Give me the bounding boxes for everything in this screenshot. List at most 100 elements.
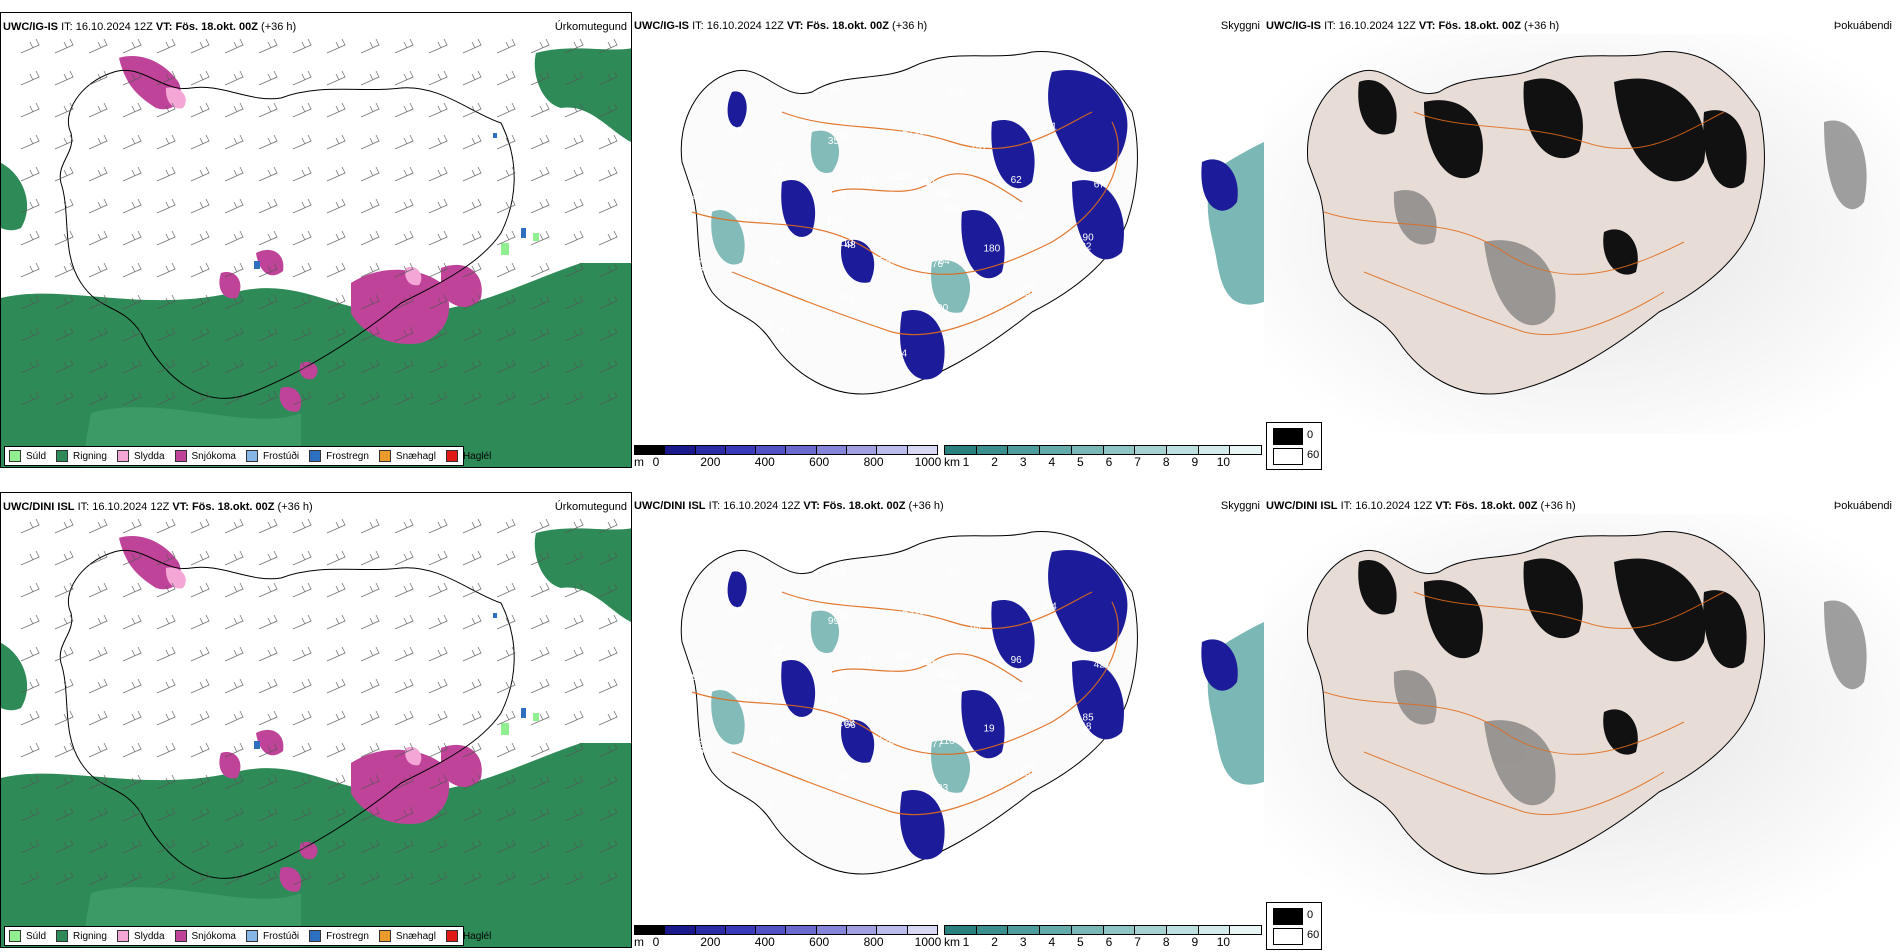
legend-label: Snæhagl <box>395 450 436 462</box>
cloud-base-value: 82 <box>1080 242 1092 253</box>
wind-barb <box>496 518 516 534</box>
cloud-header: UWC/IG-IS IT: 16.10.2024 12Z VT: Fös. 18… <box>634 20 927 33</box>
wind-barb <box>428 358 448 374</box>
wind-barb <box>156 390 176 406</box>
wind-barb <box>190 646 210 662</box>
wind-barb <box>258 38 278 54</box>
wind-barb <box>190 518 210 534</box>
wind-barb <box>326 838 346 854</box>
lead-time: (+36 h) <box>1540 500 1576 512</box>
wind-barb <box>190 614 210 630</box>
cloud-base-value: 84 <box>939 256 951 267</box>
forecast-row-1: UWC/IG-IS IT: 16.10.2024 12Z VT: Fös. 18… <box>0 12 1900 472</box>
colorbar-tick-label: 5 <box>1077 935 1084 948</box>
wind-barb <box>564 390 584 406</box>
wind-barb <box>598 550 618 566</box>
wind-barb <box>292 166 312 182</box>
wind-barb <box>122 678 142 694</box>
wind-barb <box>394 262 414 278</box>
wind-barb <box>258 166 278 182</box>
cloud-base-value: 82 <box>948 566 960 577</box>
wind-barb <box>598 230 618 246</box>
cloud-base-value: 107 <box>1171 191 1188 202</box>
wind-barb <box>88 198 108 214</box>
precip-header: UWC/DINI ISL IT: 16.10.2024 12Z VT: Fös.… <box>3 501 313 514</box>
wind-barb <box>20 390 40 406</box>
cloud-base-value: 48 <box>940 190 952 201</box>
wind-barb <box>190 198 210 214</box>
wind-barb <box>54 614 74 630</box>
wind-barb <box>292 198 312 214</box>
wind-barb <box>20 614 40 630</box>
wind-barb <box>292 710 312 726</box>
cloud-base-value: 94 <box>970 623 982 634</box>
wind-barb <box>496 582 516 598</box>
legend-swatch <box>116 450 129 462</box>
cloud-map: 176 108 138 158 67 112 128 56 48 52 58 77 59 421 77 105… <box>680 531 1264 875</box>
wind-barb <box>598 582 618 598</box>
wind-barb <box>292 390 312 406</box>
wind-barb <box>598 710 618 726</box>
wind-barb <box>54 134 74 150</box>
cloud-base-value: 91 <box>1030 813 1042 824</box>
legend-label: Súld <box>26 930 47 942</box>
precip-legend: Súld Rigning Slydda Snjókoma Frostúði Frostre… <box>4 926 491 946</box>
wind-barb <box>530 742 550 758</box>
wind-barb <box>394 198 414 214</box>
cloud-base-value: 98 <box>747 688 759 699</box>
wind-barb <box>292 870 312 886</box>
wind-barb <box>258 390 278 406</box>
wind-barb <box>190 870 210 886</box>
wind-barb <box>20 710 40 726</box>
wind-barb <box>326 870 346 886</box>
cloud-base-value: 85 <box>1083 713 1095 724</box>
colorbar-unit: m <box>634 935 644 948</box>
wind-barb <box>598 518 618 534</box>
wind-barb <box>122 38 142 54</box>
wind-barb <box>20 38 40 54</box>
wind-barb <box>394 294 414 310</box>
cloud-base-value: 564 <box>693 746 710 757</box>
wind-barb <box>564 294 584 310</box>
cloud-base-value: 52 <box>878 256 890 267</box>
wind-barb <box>88 166 108 182</box>
wind-barb <box>54 806 74 822</box>
model-name: UWC/IG-IS <box>634 20 689 32</box>
wind-barb <box>394 838 414 854</box>
cloud-base-value: 136 <box>914 126 931 137</box>
wind-barb <box>190 326 210 342</box>
wind-barb <box>428 838 448 854</box>
wind-barb <box>428 198 448 214</box>
legend-label: Haglél <box>462 450 492 462</box>
wind-barb <box>530 38 550 54</box>
wind-barb <box>122 742 142 758</box>
wind-barb <box>598 134 618 150</box>
fog-map <box>1264 514 1900 914</box>
colorbar-tick-label: 3 <box>1019 935 1027 948</box>
wind-barb <box>598 614 618 630</box>
wind-barb <box>428 134 448 150</box>
wind-barb <box>598 742 618 758</box>
wind-barb <box>496 166 516 182</box>
cloud-base-value: 113 <box>838 238 854 249</box>
wind-barb <box>360 838 380 854</box>
it-label: IT: <box>1324 20 1336 32</box>
wind-barb <box>564 102 584 118</box>
wind-barb <box>326 678 346 694</box>
fog-title: Þokuábendi <box>1833 20 1892 32</box>
cloud-base-value: 49 <box>919 177 931 188</box>
wind-barb <box>326 806 346 822</box>
wind-barb <box>156 838 176 854</box>
cloud-base-value: 92 <box>770 737 782 748</box>
colorbar-tick-label: 1000 <box>914 455 942 468</box>
wind-barb <box>360 166 380 182</box>
cloud-base-value: 99 <box>828 616 840 627</box>
precip-legend: Súld Rigning Slydda Snjókoma Frostúði Frostre… <box>4 446 491 466</box>
cloud-base-value: 151 <box>970 143 987 154</box>
wind-barb <box>54 550 74 566</box>
wind-barb <box>326 550 346 566</box>
wind-barb <box>292 646 312 662</box>
legend-swatch <box>378 930 391 942</box>
legend-swatch <box>9 930 21 942</box>
wind-barb <box>530 390 550 406</box>
